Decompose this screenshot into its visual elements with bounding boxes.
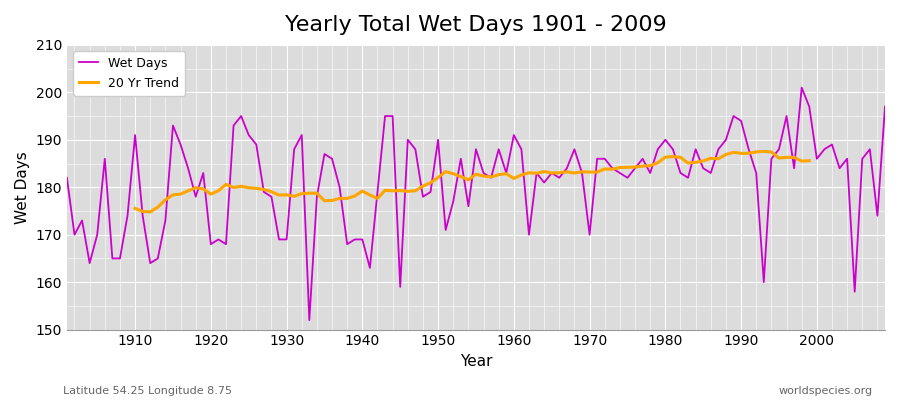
Wet Days	[289, 147, 300, 152]
20 Yr Trend	[145, 210, 156, 214]
Wet Days	[304, 318, 315, 322]
Wet Days	[516, 147, 526, 152]
X-axis label: Year: Year	[460, 354, 492, 369]
Wet Days	[122, 213, 133, 218]
Text: worldspecies.org: worldspecies.org	[778, 386, 873, 396]
Wet Days	[796, 85, 807, 90]
20 Yr Trend	[759, 149, 769, 154]
Wet Days	[607, 166, 617, 171]
Wet Days	[879, 104, 890, 109]
Title: Yearly Total Wet Days 1901 - 2009: Yearly Total Wet Days 1901 - 2009	[285, 15, 667, 35]
Wet Days	[508, 133, 519, 138]
Y-axis label: Wet Days: Wet Days	[15, 151, 30, 224]
Wet Days	[342, 242, 353, 246]
20 Yr Trend	[713, 156, 724, 161]
Wet Days	[61, 175, 72, 180]
20 Yr Trend	[698, 158, 708, 163]
Line: 20 Yr Trend: 20 Yr Trend	[135, 152, 809, 212]
20 Yr Trend	[229, 185, 239, 190]
20 Yr Trend	[788, 155, 799, 160]
Text: Latitude 54.25 Longitude 8.75: Latitude 54.25 Longitude 8.75	[63, 386, 232, 396]
Legend: Wet Days, 20 Yr Trend: Wet Days, 20 Yr Trend	[73, 51, 185, 96]
20 Yr Trend	[607, 167, 617, 172]
20 Yr Trend	[342, 196, 353, 201]
20 Yr Trend	[804, 158, 814, 163]
20 Yr Trend	[130, 206, 140, 211]
Line: Wet Days: Wet Days	[67, 88, 885, 320]
